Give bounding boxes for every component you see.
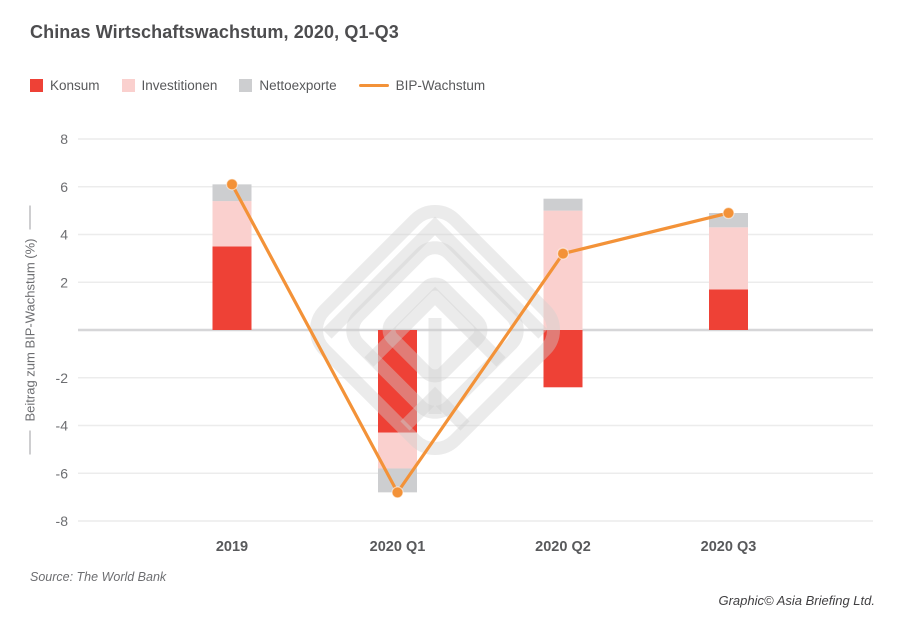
bip-wachstum-point	[556, 247, 570, 260]
y-tick-label: -8	[56, 513, 69, 529]
bip-wachstum-point	[391, 486, 404, 499]
bip-line-layer	[225, 178, 735, 499]
legend-item-investitionen: Investitionen	[121, 78, 218, 93]
bip-wachstum-point	[722, 206, 735, 220]
legend: Konsum Investitionen Nettoexporte BIP-Wa…	[30, 78, 485, 93]
x-axis-label: 2020 Q1	[370, 539, 426, 555]
legend-label-konsum: Konsum	[50, 78, 100, 93]
y-tick-label: 4	[60, 227, 68, 243]
legend-item-nettoexporte: Nettoexporte	[239, 78, 337, 93]
y-tick-label: -6	[56, 465, 69, 481]
y-tick-label: -2	[56, 370, 69, 386]
credit-note: Graphic© Asia Briefing Ltd.	[718, 593, 875, 608]
y-tick-label: 8	[60, 131, 68, 147]
bar-segment-nettoexporte	[212, 184, 252, 202]
y-tick-label: -4	[56, 418, 69, 434]
nettoexporte-swatch-icon	[239, 79, 253, 92]
chart-title: Chinas Wirtschaftswachstum, 2020, Q1-Q3	[30, 22, 399, 42]
bar-segment-konsum	[378, 330, 417, 433]
legend-item-konsum: Konsum	[30, 78, 100, 93]
bip-line-swatch-icon	[358, 84, 389, 87]
bar-segment-konsum	[709, 289, 748, 330]
legend-label-bip-wachstum: BIP-Wachstum	[395, 78, 486, 93]
x-axis-label: 2019	[216, 539, 248, 555]
axis-labels-layer: 8 6 4 2 -2 -4 -6 -8 2019 2020 Q1 2020 Q2 2020 Q3	[56, 131, 757, 555]
y-tick-label: 6	[60, 179, 68, 195]
bip-wachstum-point	[225, 178, 239, 191]
x-axis-label: 2020 Q2	[535, 539, 591, 555]
legend-label-investitionen: Investitionen	[141, 78, 218, 93]
bip-wachstum-line	[230, 182, 731, 494]
legend-label-nettoexporte: Nettoexporte	[259, 78, 337, 93]
y-tick-label: 2	[60, 274, 68, 290]
bars-layer	[212, 184, 748, 493]
bar-segment-konsum	[212, 246, 252, 330]
bar-segment-investitionen	[378, 432, 417, 469]
konsum-swatch-icon	[30, 79, 43, 92]
investitionen-swatch-icon	[121, 79, 135, 92]
legend-item-bip-wachstum: BIP-Wachstum	[358, 78, 486, 93]
bar-segment-investitionen	[709, 227, 748, 290]
source-note: Source: The World Bank	[30, 570, 167, 584]
bar-segment-konsum	[543, 330, 583, 388]
x-axis-label: 2020 Q3	[701, 539, 757, 555]
bar-segment-nettoexporte	[543, 198, 583, 211]
